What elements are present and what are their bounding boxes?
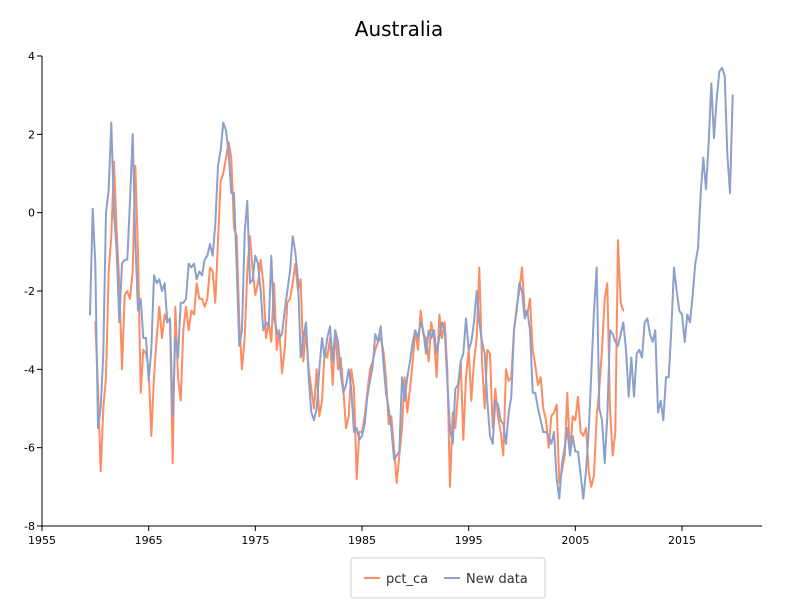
y-tick-label: 2: [28, 128, 35, 141]
legend-label-new-data: New data: [466, 572, 528, 587]
series-line-new-data: [89, 66, 734, 500]
x-tick-label: 2005: [561, 534, 589, 547]
x-tick-label: 1985: [348, 534, 376, 547]
x-tick-label: 1955: [28, 534, 56, 547]
y-tick-label: -8: [24, 520, 35, 533]
x-tick-label: 1995: [455, 534, 483, 547]
legend-label-pct-ca: pct_ca: [386, 572, 428, 587]
y-tick-label: -4: [24, 363, 35, 376]
axes: 1955 1965 1975 1985 1995 2005 2015 -8 -6 -4 -2 0 2 4: [24, 50, 762, 547]
series-layer: [89, 66, 734, 500]
y-tick-label: 4: [28, 50, 35, 63]
x-tick-label: 1975: [241, 534, 269, 547]
series-line-pct-ca: [94, 141, 625, 488]
y-tick-label: 0: [28, 207, 35, 220]
y-tick-label: -2: [24, 285, 35, 298]
x-tick-label: 1965: [135, 534, 163, 547]
x-tick-label: 2015: [668, 534, 696, 547]
legend: pct_ca New data: [350, 557, 546, 599]
y-tick-label: -6: [24, 442, 35, 455]
chart-title: Australia: [355, 17, 443, 41]
